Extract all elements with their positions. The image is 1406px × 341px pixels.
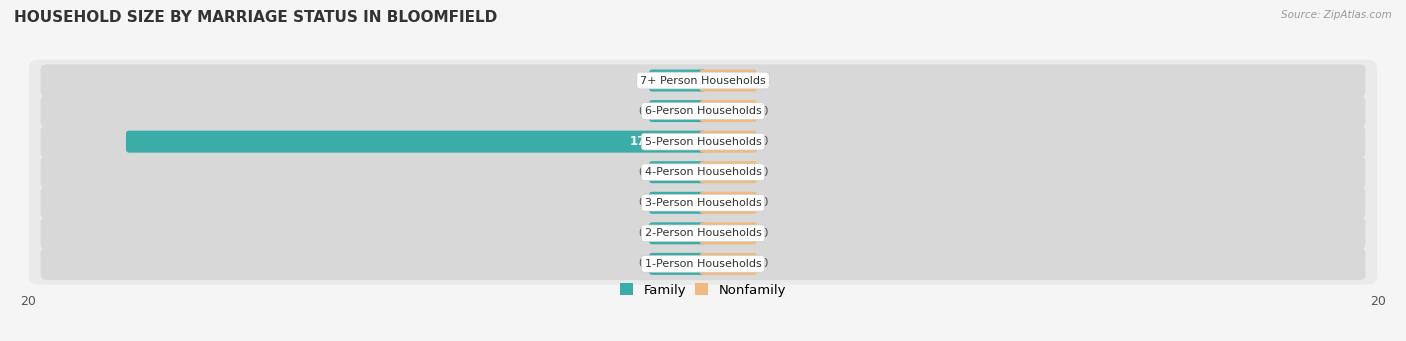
Text: 0: 0 — [638, 166, 645, 179]
Text: 4-Person Households: 4-Person Households — [644, 167, 762, 177]
Text: 7+ Person Households: 7+ Person Households — [640, 76, 766, 86]
FancyBboxPatch shape — [41, 64, 1365, 97]
Text: HOUSEHOLD SIZE BY MARRIAGE STATUS IN BLOOMFIELD: HOUSEHOLD SIZE BY MARRIAGE STATUS IN BLO… — [14, 10, 498, 25]
Text: 0: 0 — [761, 257, 768, 270]
Text: 0: 0 — [761, 135, 768, 148]
FancyBboxPatch shape — [650, 100, 706, 122]
FancyBboxPatch shape — [28, 90, 1378, 132]
Text: 0: 0 — [761, 74, 768, 87]
FancyBboxPatch shape — [41, 125, 1365, 158]
Text: 3-Person Households: 3-Person Households — [644, 198, 762, 208]
Text: 0: 0 — [638, 227, 645, 240]
FancyBboxPatch shape — [700, 131, 756, 153]
FancyBboxPatch shape — [127, 131, 706, 153]
FancyBboxPatch shape — [650, 161, 706, 183]
FancyBboxPatch shape — [700, 253, 756, 275]
FancyBboxPatch shape — [700, 192, 756, 214]
FancyBboxPatch shape — [650, 192, 706, 214]
Text: 2-Person Households: 2-Person Households — [644, 228, 762, 238]
FancyBboxPatch shape — [41, 156, 1365, 188]
FancyBboxPatch shape — [28, 243, 1378, 285]
FancyBboxPatch shape — [41, 95, 1365, 127]
FancyBboxPatch shape — [41, 248, 1365, 280]
Text: 17: 17 — [630, 135, 645, 148]
FancyBboxPatch shape — [28, 151, 1378, 193]
FancyBboxPatch shape — [700, 70, 756, 91]
FancyBboxPatch shape — [28, 212, 1378, 254]
Text: 6-Person Households: 6-Person Households — [644, 106, 762, 116]
FancyBboxPatch shape — [41, 217, 1365, 250]
Text: 0: 0 — [761, 105, 768, 118]
Text: 0: 0 — [638, 257, 645, 270]
Text: 5-Person Households: 5-Person Households — [644, 137, 762, 147]
FancyBboxPatch shape — [41, 187, 1365, 219]
FancyBboxPatch shape — [650, 70, 706, 91]
FancyBboxPatch shape — [700, 100, 756, 122]
FancyBboxPatch shape — [28, 182, 1378, 224]
Text: Source: ZipAtlas.com: Source: ZipAtlas.com — [1281, 10, 1392, 20]
Text: 0: 0 — [761, 196, 768, 209]
FancyBboxPatch shape — [700, 161, 756, 183]
FancyBboxPatch shape — [28, 121, 1378, 162]
FancyBboxPatch shape — [700, 222, 756, 244]
FancyBboxPatch shape — [28, 60, 1378, 101]
Text: 0: 0 — [761, 227, 768, 240]
Text: 0: 0 — [638, 196, 645, 209]
FancyBboxPatch shape — [650, 253, 706, 275]
Text: 0: 0 — [638, 105, 645, 118]
Text: 0: 0 — [638, 74, 645, 87]
Text: 1-Person Households: 1-Person Households — [644, 259, 762, 269]
Legend: Family, Nonfamily: Family, Nonfamily — [614, 278, 792, 302]
FancyBboxPatch shape — [650, 222, 706, 244]
Text: 0: 0 — [761, 166, 768, 179]
